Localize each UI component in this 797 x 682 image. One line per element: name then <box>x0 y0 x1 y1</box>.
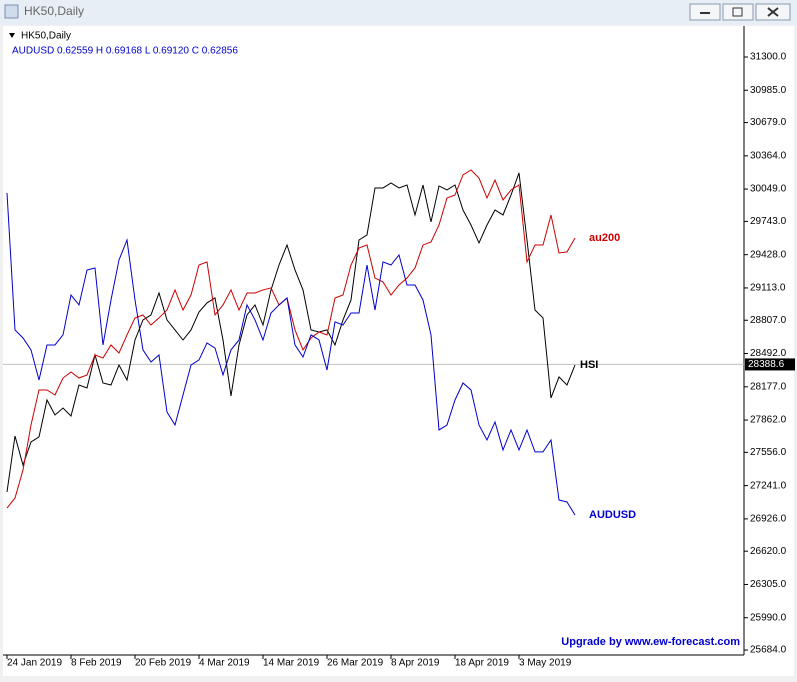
y-tick-label: 30364.0 <box>750 150 787 161</box>
y-tick-label: 30985.0 <box>750 85 787 96</box>
watermark: Upgrade by www.ew-forecast.com <box>561 636 740 648</box>
x-tick-label: 8 Apr 2019 <box>391 658 440 669</box>
window-title: HK50,Daily <box>24 4 84 18</box>
maximize-button[interactable] <box>722 3 754 21</box>
series-label: AUDUSD <box>589 509 636 521</box>
x-tick-label: 24 Jan 2019 <box>7 658 62 669</box>
last-price-box <box>745 358 795 371</box>
close-icon <box>767 7 779 17</box>
series-label: HSI <box>580 359 598 371</box>
y-tick-label: 28807.0 <box>750 315 787 326</box>
y-tick-label: 27241.0 <box>750 480 787 491</box>
series-line <box>6 192 576 516</box>
y-tick-label: 28177.0 <box>750 381 787 392</box>
y-tick-label: 27862.0 <box>750 415 787 426</box>
series-line <box>6 169 576 509</box>
last-price-label: 28388.6 <box>748 359 785 370</box>
series-line <box>6 172 576 493</box>
window-icon <box>4 4 19 19</box>
chart-area <box>3 26 794 676</box>
y-tick-label: 27556.0 <box>750 447 787 458</box>
x-tick-label: 3 May 2019 <box>519 658 572 669</box>
x-tick-label: 8 Feb 2019 <box>71 658 122 669</box>
series-label: au200 <box>589 232 620 244</box>
x-tick-label: 14 Mar 2019 <box>263 658 320 669</box>
y-tick-label: 25684.0 <box>750 645 787 656</box>
x-tick-label: 4 Mar 2019 <box>199 658 250 669</box>
y-tick-label: 25990.0 <box>750 612 787 623</box>
indicator-text: AUDUSD 0.62559 H 0.69168 L 0.69120 C 0.6… <box>12 46 238 57</box>
y-tick-label: 29743.0 <box>750 216 787 227</box>
chart-menu-arrow[interactable] <box>9 33 15 38</box>
maximize-icon <box>732 7 743 17</box>
x-tick-label: 18 Apr 2019 <box>455 658 509 669</box>
y-tick-label: 28492.0 <box>750 348 787 359</box>
y-tick-label: 29113.0 <box>750 283 786 294</box>
y-tick-label: 26305.0 <box>750 579 787 590</box>
x-tick-label: 20 Feb 2019 <box>135 658 192 669</box>
chart-title: HK50,Daily <box>21 31 71 42</box>
y-tick-label: 30049.0 <box>750 184 787 195</box>
title-bar <box>0 0 797 25</box>
y-tick-label: 30679.0 <box>750 117 787 128</box>
y-tick-label: 31300.0 <box>750 52 787 63</box>
y-tick-label: 26926.0 <box>750 514 787 525</box>
y-tick-label: 29428.0 <box>750 249 787 260</box>
x-tick-label: 26 Mar 2019 <box>327 658 384 669</box>
y-tick-label: 26620.0 <box>750 546 787 557</box>
